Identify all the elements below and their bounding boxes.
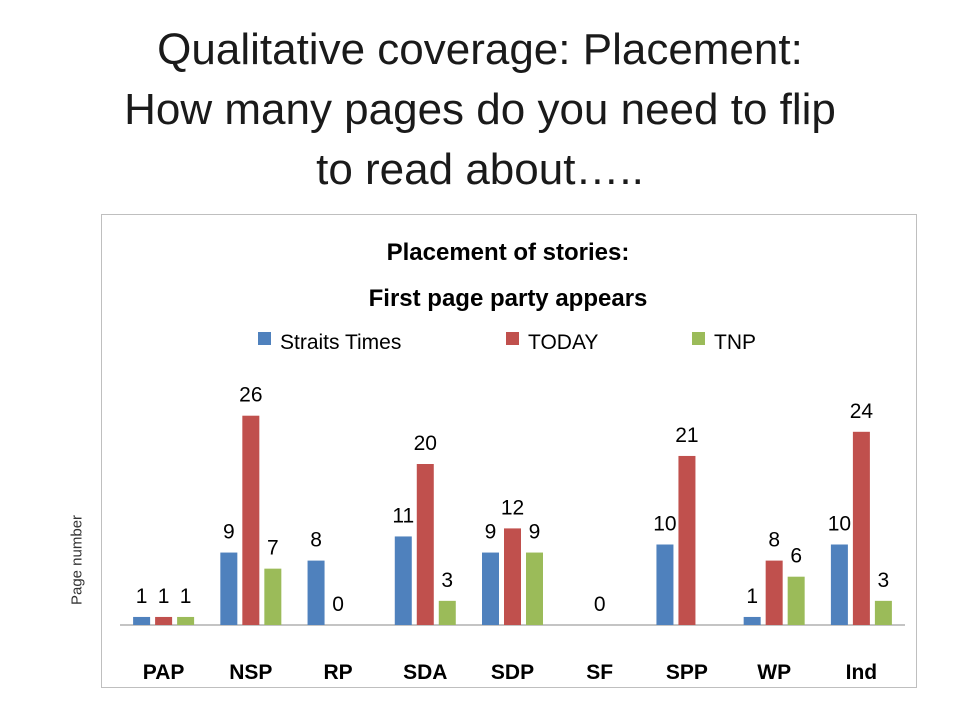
chart-frame: [101, 214, 917, 688]
x-tick-label: SPP: [666, 661, 708, 684]
bar: [743, 616, 761, 625]
x-tick-label: Ind: [846, 661, 878, 684]
data-label: 0: [332, 593, 344, 616]
bar: [874, 600, 892, 625]
bar: [220, 552, 238, 625]
data-label: 21: [675, 424, 698, 447]
bar: [394, 536, 412, 625]
data-label: 1: [136, 585, 148, 608]
bar: [678, 455, 696, 625]
data-label: 10: [653, 513, 676, 536]
data-label: 9: [485, 521, 497, 544]
x-tick-label: SDA: [403, 661, 447, 684]
bar: [526, 552, 543, 625]
bar: [307, 560, 325, 625]
x-tick-label: SDP: [491, 661, 534, 684]
data-label: 1: [746, 585, 758, 608]
bar: [438, 600, 456, 625]
bar: [155, 616, 173, 625]
data-label: 9: [223, 521, 235, 544]
data-label: 11: [392, 504, 414, 527]
data-label: 26: [239, 384, 262, 407]
bar: [656, 544, 674, 625]
x-tick-label: SF: [586, 661, 613, 684]
data-label: 9: [529, 521, 541, 544]
y-axis-title: Page number: [68, 514, 86, 606]
data-label: 3: [878, 569, 890, 592]
bar: [264, 568, 282, 625]
x-tick-label: NSP: [229, 661, 272, 684]
legend-label: TODAY: [528, 331, 598, 354]
bar: [482, 552, 499, 625]
legend-swatch: [506, 332, 519, 345]
data-label: 1: [180, 585, 192, 608]
data-label: 20: [414, 432, 437, 455]
legend-label: Straits Times: [280, 331, 401, 354]
data-label: 24: [850, 400, 874, 423]
chart-title-line: First page party appears: [369, 285, 648, 312]
legend-swatch: [258, 332, 271, 345]
slide-title-line: Qualitative coverage: Placement:: [157, 25, 803, 74]
bar: [830, 544, 848, 625]
data-label: 10: [828, 513, 851, 536]
data-label: 12: [501, 496, 524, 519]
x-tick-label: WP: [757, 661, 791, 684]
data-label: 0: [594, 593, 606, 616]
data-label: 8: [768, 529, 780, 552]
bar: [765, 560, 783, 625]
bar: [133, 616, 151, 625]
x-tick-label: PAP: [143, 661, 185, 684]
data-label: 3: [441, 569, 453, 592]
chart-title-line: Placement of stories:: [387, 239, 630, 266]
bar: [852, 431, 870, 625]
legend-swatch: [692, 332, 705, 345]
bar: [177, 616, 195, 625]
slide-title-line: How many pages do you need to flip: [124, 85, 836, 134]
data-label: 6: [790, 545, 802, 568]
data-label: 8: [310, 529, 322, 552]
slide-title: Qualitative coverage: Placement: How man…: [40, 20, 920, 200]
bar: [242, 415, 260, 625]
data-label: 1: [158, 585, 170, 608]
bar: [504, 528, 521, 625]
legend-label: TNP: [714, 331, 756, 354]
x-tick-label: RP: [323, 661, 352, 684]
bar: [416, 464, 434, 625]
bar: [787, 576, 805, 625]
slide-title-line: to read about…..: [316, 145, 644, 194]
data-label: 7: [267, 537, 279, 560]
